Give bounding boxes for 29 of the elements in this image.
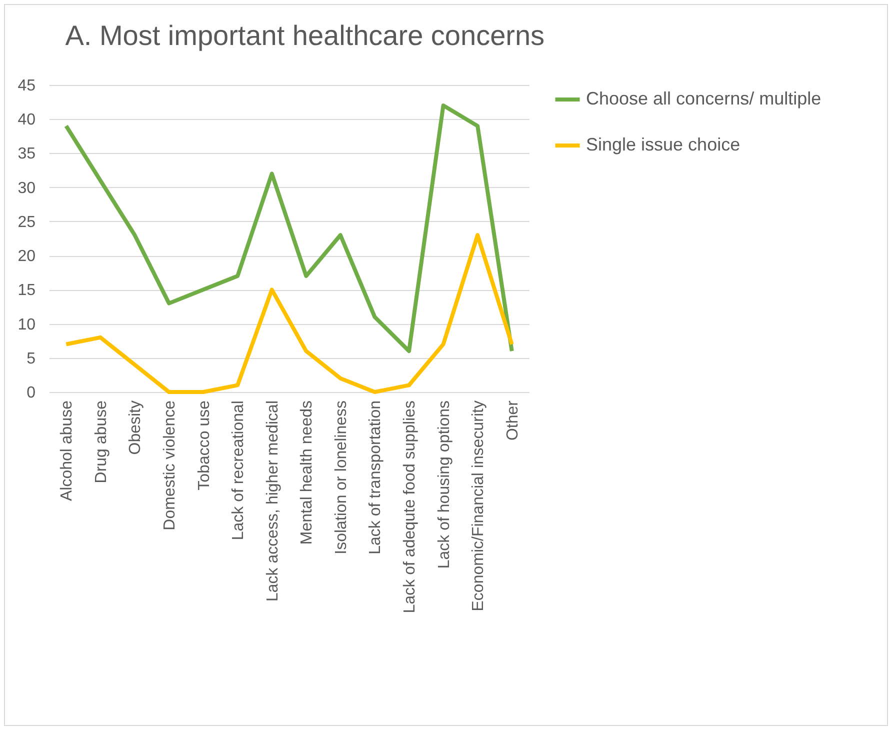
x-tick-label: Lack of transportation [367, 400, 384, 554]
y-tick-label: 20 [18, 248, 36, 266]
line-series [64, 233, 514, 394]
x-tick-label: Mental health needs [298, 400, 316, 545]
legend-label: Choose all concerns/ multiple [586, 88, 822, 108]
x-tick-label: Other [504, 400, 522, 441]
y-tick-label: 10 [18, 316, 36, 334]
x-tick-label: Domestic violence [162, 400, 178, 530]
x-tick-label: Lack access, higher medical [264, 400, 282, 602]
x-tick-label: Lack of housing options [436, 400, 453, 569]
y-tick-label: 25 [18, 214, 36, 231]
y-tick-label: 15 [18, 282, 36, 300]
x-tick-label: Lack of recreational [230, 400, 248, 540]
x-tick-label: Alcohol abuse [58, 400, 76, 502]
x-tick-label: Obesity [127, 400, 144, 455]
y-tick-label: 35 [18, 146, 36, 163]
x-tick-label: Lack of adequte food supplies [402, 400, 418, 614]
y-tick-label: 0 [26, 384, 36, 402]
y-tick-label: 30 [18, 180, 36, 197]
x-tick-label: Isolation or loneliness [332, 400, 350, 554]
y-tick-label: 5 [26, 350, 36, 368]
y-tick-label: 40 [18, 112, 36, 129]
y-tick-label: 45 [18, 78, 36, 94]
chart-title: A. Most important healthcare concerns [65, 20, 545, 51]
x-tick-label: Economic/Financial insecurity [470, 400, 488, 612]
x-tick-label: Tobacco use [196, 400, 213, 490]
line-series [64, 103, 514, 354]
x-tick-label: Drug abuse [92, 400, 110, 484]
legend-label: Single issue choice [586, 134, 740, 154]
